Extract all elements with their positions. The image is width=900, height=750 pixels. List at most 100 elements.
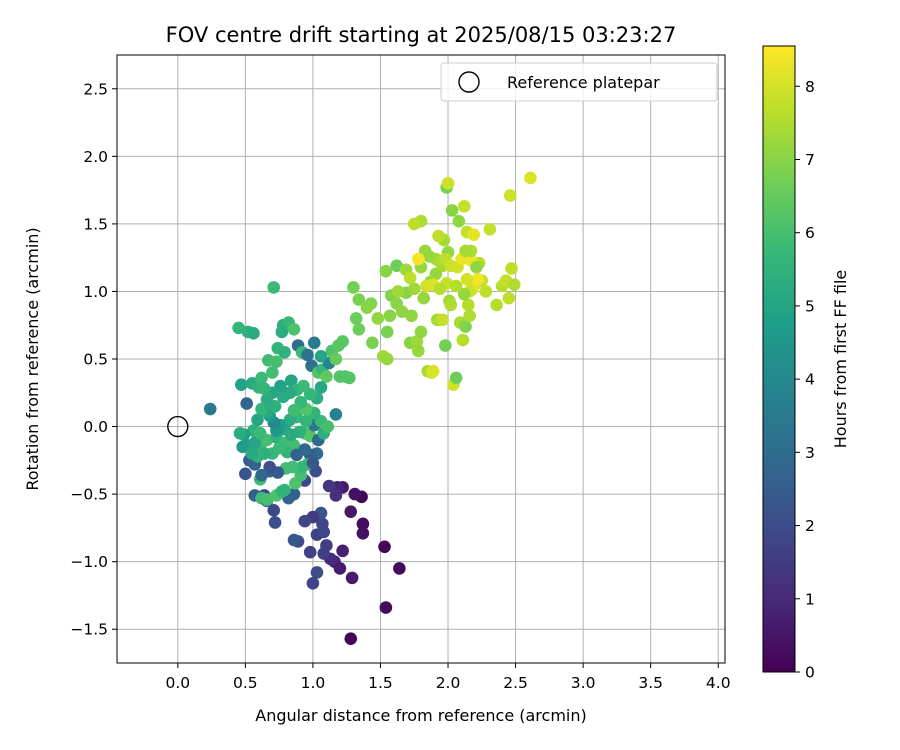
scatter-point-24 (320, 539, 333, 552)
y-tick-label-3: 0.0 (83, 418, 108, 436)
scatter-point-12 (322, 479, 336, 493)
legend-box (440, 62, 718, 102)
x-tick-label-5: 2.5 (503, 674, 528, 692)
x-tick-label-3: 1.5 (368, 674, 393, 692)
scatter-point-204 (507, 278, 521, 291)
scatter-point-192 (463, 309, 476, 323)
x-tick-label-1: 0.5 (233, 674, 258, 692)
scatter-point-25 (316, 517, 329, 531)
y-tick-label-6: 1.5 (83, 215, 108, 233)
colorbar-tick-label-2: 2 (805, 517, 815, 535)
scatter-point-136 (287, 404, 301, 417)
scatter-point-2 (393, 562, 406, 575)
scatter-point-6 (356, 526, 370, 540)
scatter-point-128 (275, 325, 289, 339)
scatter-point-190 (459, 320, 472, 333)
colorbar-tick-label-1: 1 (805, 590, 815, 608)
y-axis-label: Rotation from reference (arcmin) (23, 227, 42, 490)
scatter-point-157 (347, 281, 360, 294)
scatter-point-124 (267, 281, 281, 294)
scatter-point-174 (410, 335, 424, 348)
scatter-point-120 (343, 371, 356, 385)
scatter-point-137 (283, 386, 297, 400)
scatter-point-7 (344, 505, 358, 518)
scatter-point-95 (235, 378, 248, 391)
scatter-point-141 (257, 382, 271, 396)
colorbar-tick-label-6: 6 (805, 224, 815, 242)
scatter-point-59 (239, 467, 252, 481)
scatter-point-225 (407, 282, 421, 296)
x-axis-label: Angular distance from reference (arcmin) (255, 706, 586, 725)
scatter-point-247 (433, 282, 447, 296)
x-axis-ticks: 0.0 0.5 1.0 1.5 2.0 2.5 3.0 3.5 4.0 (165, 663, 731, 692)
scatter-point-177 (417, 291, 431, 305)
scatter-point-166 (383, 309, 397, 323)
colorbar-label: Hours from first FF file (831, 270, 850, 449)
y-axis-ticks: −1.5 −1.0 −0.5 0.0 0.5 1.0 1.5 2.0 2.5 (70, 80, 117, 639)
scatter-point-212 (441, 177, 455, 190)
scatter-point-170 (395, 305, 409, 319)
scatter-point-35 (267, 504, 281, 517)
scatter-point-130 (284, 374, 298, 387)
scatter-point-21 (303, 545, 317, 559)
scatter-point-91 (248, 436, 262, 450)
scatter-point-162 (366, 336, 379, 350)
scatter-point-199 (490, 298, 503, 312)
colorbar-ticks: 0 1 2 3 4 5 6 7 8 (795, 78, 815, 682)
scatter-point-127 (247, 327, 260, 340)
scatter-point-77 (283, 413, 297, 427)
x-tick-label-0: 0.0 (165, 674, 190, 692)
scatter-point-246 (391, 285, 405, 298)
scatter-point-88 (233, 427, 247, 440)
scatter-point-155 (298, 443, 312, 456)
scatter-point-240 (457, 287, 471, 301)
scatter-point-84 (255, 402, 268, 416)
scatter-point-198 (483, 222, 497, 236)
legend: Reference platepar (440, 62, 718, 102)
scatter-point-55 (263, 460, 276, 474)
x-tick-label-7: 3.5 (638, 674, 663, 692)
scatter-points (203, 171, 537, 645)
scatter-point-237 (471, 272, 485, 286)
scatter-point-85 (251, 413, 264, 427)
scatter-point-73 (321, 420, 335, 433)
scatter-point-140 (260, 393, 274, 406)
scatter-point-147 (284, 428, 298, 441)
scatter-point-241 (411, 252, 425, 266)
scatter-point-236 (467, 228, 480, 241)
scatter-point-251 (459, 244, 472, 258)
scatter-point-111 (307, 336, 321, 350)
scatter-point-13 (329, 489, 343, 502)
colorbar-tick-label-4: 4 (805, 371, 815, 389)
scatter-point-98 (255, 371, 268, 385)
scatter-point-123 (329, 408, 343, 421)
scatter-point-176 (414, 325, 428, 339)
scatter-point-114 (320, 370, 333, 383)
y-tick-label-4: 0.5 (83, 351, 108, 369)
scatter-point-101 (270, 355, 283, 369)
scatter-point-158 (352, 293, 366, 306)
y-tick-label-5: 1.0 (83, 283, 108, 301)
scatter-point-245 (360, 301, 374, 314)
scatter-point-145 (299, 414, 313, 428)
scatter-point-153 (245, 447, 259, 460)
scatter-point-28 (298, 514, 312, 528)
grid (117, 55, 725, 663)
scatter-point-214 (432, 229, 445, 243)
colorbar-tick-label-7: 7 (805, 151, 815, 169)
scatter-point-189 (456, 333, 470, 347)
y-tick-label-2: −0.5 (70, 486, 108, 504)
scatter-point-181 (436, 313, 449, 327)
scatter-point-40 (260, 493, 274, 506)
y-tick-label-1: −1.0 (70, 553, 108, 571)
y-tick-label-7: 2.0 (83, 148, 108, 166)
scatter-point-92 (253, 427, 267, 440)
scatter-point-165 (380, 325, 394, 339)
scatter-point-94 (203, 402, 217, 416)
scatter-point-227 (403, 271, 417, 285)
scatter-point-209 (452, 214, 466, 228)
scatter-point-206 (524, 171, 537, 185)
scatter-point-103 (278, 345, 291, 359)
colorbar-tick-label-0: 0 (805, 664, 815, 682)
